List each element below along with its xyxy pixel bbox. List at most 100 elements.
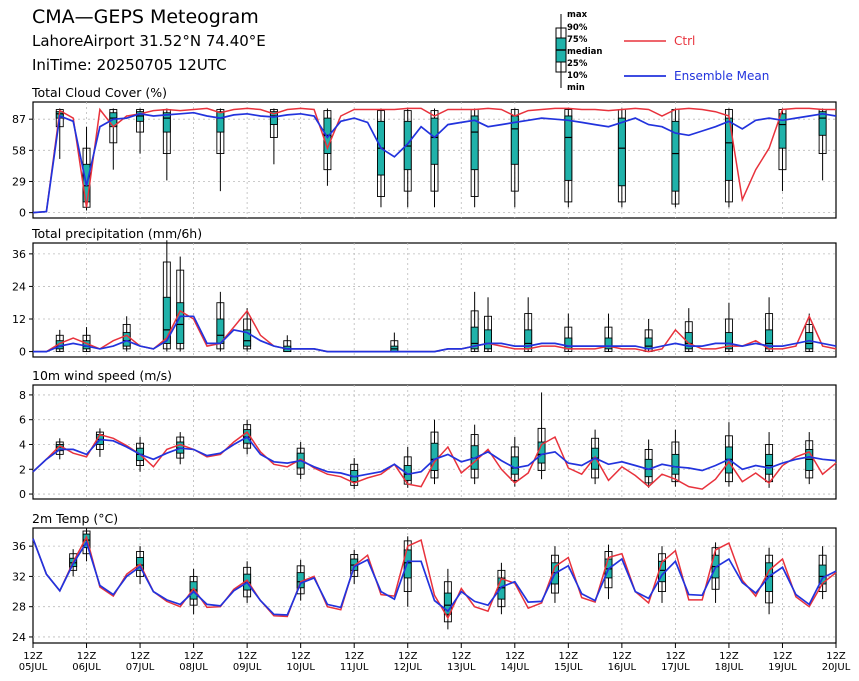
x-tick-day: 11JUL	[340, 662, 369, 673]
x-tick-hour: 12Z	[451, 651, 471, 662]
box-plot	[765, 432, 774, 488]
box-inner	[604, 337, 613, 350]
box-inner	[443, 592, 452, 615]
box-inner	[470, 115, 479, 171]
ctrl-line	[33, 309, 837, 353]
box-plot	[671, 429, 680, 487]
box-plot	[136, 108, 145, 154]
y-tick-label: 24	[12, 280, 26, 293]
x-tick-hour: 12Z	[826, 651, 846, 662]
box-plot	[162, 108, 171, 181]
y-tick-label: 28	[12, 601, 26, 614]
y-tick-label: 58	[12, 144, 26, 157]
box-plot	[176, 256, 185, 352]
y-tick-label: 6	[19, 414, 26, 427]
x-tick-hour: 12Z	[559, 651, 579, 662]
ctrl-line	[32, 431, 837, 490]
box-inner	[778, 113, 787, 149]
y-tick-label: 36	[12, 248, 26, 261]
x-tick-day: 16JUL	[608, 662, 637, 673]
x-tick-hour: 12Z	[719, 651, 739, 662]
legend-box-label: max	[567, 10, 588, 20]
box-plot	[564, 108, 573, 208]
box-plot	[671, 108, 680, 208]
x-tick-day: 12JUL	[393, 662, 422, 673]
panel-title: 10m wind speed (m/s)	[32, 368, 172, 383]
box-plot	[644, 319, 653, 353]
y-tick-label: 0	[19, 207, 26, 220]
box-plot	[216, 108, 225, 192]
box-plot	[510, 437, 519, 487]
box-inner	[564, 337, 573, 350]
box-inner	[564, 115, 573, 181]
x-tick-day: 05JUL	[19, 662, 48, 673]
y-tick-label: 29	[12, 175, 26, 188]
box-inner	[403, 549, 412, 579]
box-plot	[805, 432, 814, 485]
x-tick-hour: 12Z	[23, 651, 43, 662]
y-tick-label: 0	[19, 346, 26, 359]
legend-ctrl-label: Ctrl	[674, 34, 695, 48]
box-inner	[510, 456, 519, 475]
y-tick-label: 8	[19, 389, 26, 402]
box-inner	[162, 112, 171, 133]
panel-title: Total precipitation (mm/6h)	[31, 226, 202, 241]
init-time: IniTime: 20250705 12UTC	[32, 56, 227, 74]
x-tick-hour: 12Z	[184, 651, 204, 662]
box-plot	[377, 108, 385, 208]
x-tick-hour: 12Z	[666, 651, 686, 662]
box-plot	[55, 329, 64, 353]
box-inner	[484, 329, 492, 350]
x-tick-day: 18JUL	[715, 662, 744, 673]
panel-frame	[32, 101, 837, 219]
mean-line	[32, 111, 837, 214]
mean-line	[32, 435, 837, 478]
box-plot	[497, 562, 506, 615]
box-inner	[724, 332, 733, 350]
panel-title: 2m Temp (°C)	[32, 511, 118, 526]
legend-box-label: 90%	[567, 23, 588, 33]
box-inner	[269, 111, 278, 126]
y-tick-label: 24	[12, 631, 26, 644]
legend-box-label: 75%	[567, 35, 588, 45]
box-plot	[430, 108, 439, 208]
mean-line	[33, 315, 837, 353]
box-plot	[484, 297, 492, 353]
box-inner	[243, 329, 252, 347]
x-tick-day: 08JUL	[179, 662, 208, 673]
panel-frame	[32, 242, 837, 358]
x-tick-hour: 12Z	[237, 651, 257, 662]
panels: Total Cloud Cover (%) 0 29 58 87 Total precip…	[12, 85, 837, 644]
panel-4: 2m Temp (°C) 24 28 32 36	[12, 511, 837, 644]
box-inner	[216, 111, 225, 133]
y-tick-label: 36	[12, 540, 26, 553]
box-plot	[537, 392, 546, 480]
legend-mean-label: Ensemble Mean	[674, 69, 769, 83]
box-plot	[82, 126, 91, 211]
x-tick-day: 19JUL	[768, 662, 797, 673]
x-tick-hour: 12Z	[773, 651, 793, 662]
box-plot	[644, 439, 653, 488]
panel-frame	[32, 384, 837, 500]
y-tick-label: 12	[12, 313, 26, 326]
box-plot	[403, 108, 412, 208]
panel-frame	[32, 527, 837, 644]
box-plot	[443, 568, 452, 630]
x-tick-day: 06JUL	[72, 662, 101, 673]
ctrl-line	[32, 107, 836, 214]
x-tick-hour: 12Z	[130, 651, 150, 662]
box-plot	[109, 108, 118, 170]
x-tick-day: 14JUL	[501, 662, 530, 673]
box-plot	[805, 313, 814, 353]
x-tick-day: 13JUL	[447, 662, 476, 673]
x-tick-hour: 12Z	[505, 651, 525, 662]
box-plot	[617, 108, 626, 208]
panel-title: Total Cloud Cover (%)	[31, 85, 167, 100]
box-plot	[524, 297, 533, 353]
x-tick-day: 17JUL	[661, 662, 690, 673]
x-tick-hour: 12Z	[398, 651, 418, 662]
panel-3: 10m wind speed (m/s) 0 2 4 6 8	[19, 368, 837, 501]
box-inner	[497, 577, 506, 600]
box-inner	[671, 120, 680, 192]
